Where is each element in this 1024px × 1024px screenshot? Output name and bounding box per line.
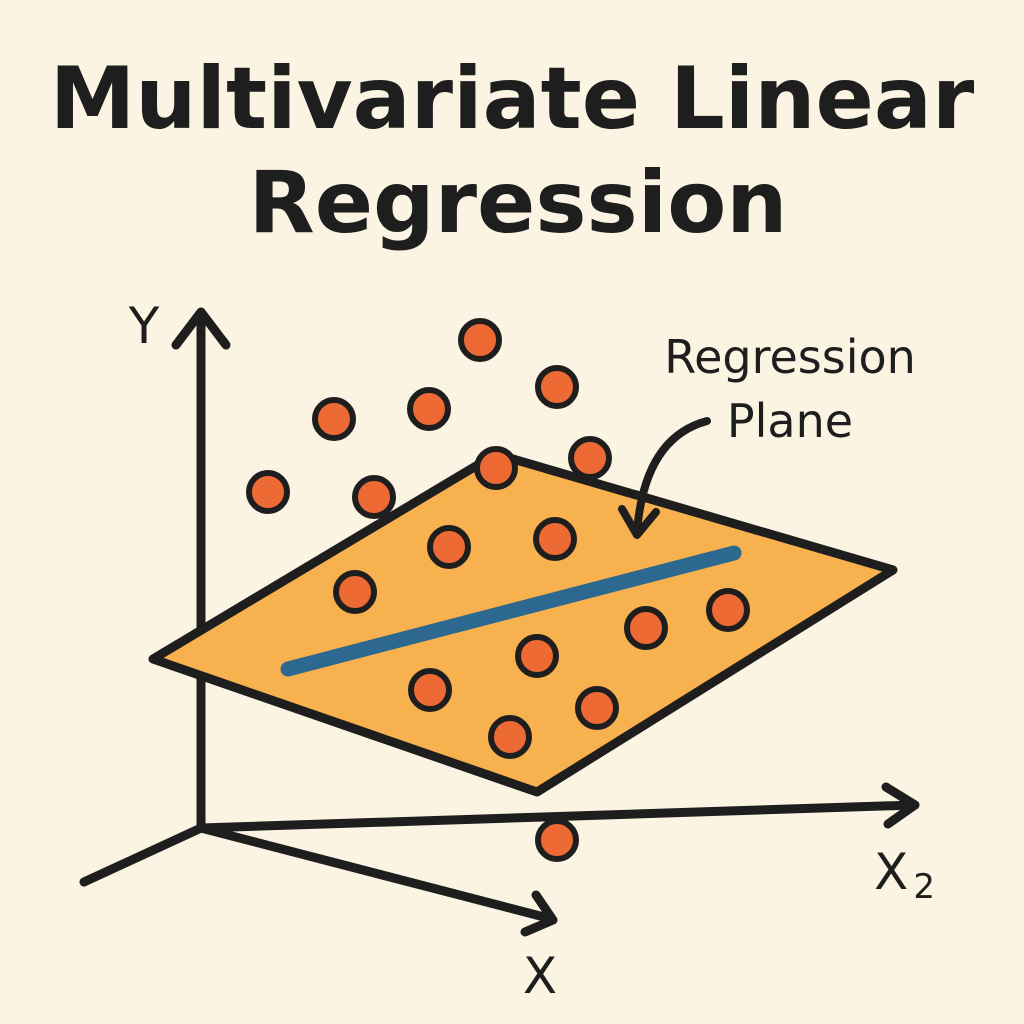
regression-line (280, 545, 742, 677)
x2-axis-label-subscript: 2 (913, 867, 935, 907)
data-point (535, 818, 579, 862)
x2-axis-label: X 2 (874, 843, 935, 907)
data-point (427, 525, 471, 569)
data-point (407, 387, 451, 431)
axes (79, 307, 920, 937)
x2-axis-arrowhead (881, 782, 920, 829)
regression-plane (148, 449, 898, 797)
depth-axis-line (79, 823, 206, 887)
annotation-arrow-icon (633, 417, 711, 536)
data-points (246, 318, 750, 862)
data-point (488, 715, 532, 759)
data-point (352, 475, 396, 519)
annotation-line-2: Plane (727, 394, 853, 448)
x-axis-arrowhead (520, 890, 558, 937)
x-axis-label: X (523, 947, 557, 1005)
data-point (333, 570, 377, 614)
data-point (408, 668, 452, 712)
data-point (533, 517, 577, 561)
data-point (535, 365, 579, 409)
y-axis-label: Y (128, 297, 160, 355)
data-point (474, 446, 518, 490)
title-line-1: Multivariate Linear (50, 49, 975, 149)
x2-axis-label-base: X (874, 843, 908, 901)
data-point (246, 470, 290, 514)
annotation-arrowhead-icon (618, 505, 660, 539)
data-point (706, 588, 750, 632)
data-point (624, 606, 668, 650)
data-point (312, 397, 356, 441)
x2-axis-line (196, 800, 920, 833)
data-point (515, 634, 559, 678)
data-point (458, 318, 502, 362)
data-point (575, 686, 619, 730)
x-axis-line (196, 823, 553, 923)
data-point (568, 436, 612, 480)
title-line-2: Regression (248, 153, 787, 253)
y-axis-arrowhead (171, 307, 231, 350)
annotation-line-1: Regression (664, 330, 916, 384)
